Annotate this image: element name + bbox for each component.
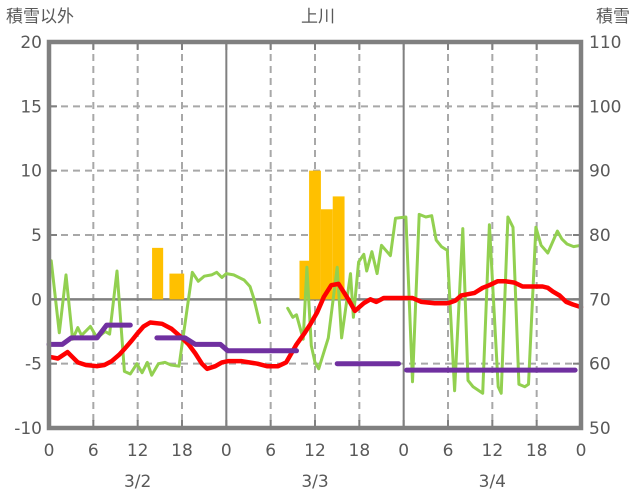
right-axis-title: 積雪 <box>596 7 630 27</box>
y-left-label: 15 <box>20 97 42 117</box>
left-axis-title: 積雪以外 <box>6 7 74 27</box>
chart-title: 上川 <box>301 7 335 27</box>
y-right-label: 50 <box>589 419 611 439</box>
y-left-label: -5 <box>25 355 42 375</box>
x-hour-label: 18 <box>171 441 193 461</box>
x-hour-label: 12 <box>304 441 326 461</box>
green-line <box>286 212 583 395</box>
orange-bar <box>332 196 345 300</box>
x-hour-label: 12 <box>482 441 504 461</box>
x-hour-label: 18 <box>349 441 371 461</box>
x-hour-label: 0 <box>44 441 55 461</box>
y-right-label: 90 <box>589 162 611 182</box>
y-right-label: 60 <box>589 355 611 375</box>
y-right-label: 110 <box>589 33 621 53</box>
x-hour-label: 6 <box>443 441 454 461</box>
green-line <box>49 259 262 377</box>
y-left-label: -10 <box>14 419 42 439</box>
chart-header: 積雪以外 上川 積雪 <box>0 5 636 29</box>
x-hour-label: 0 <box>221 441 232 461</box>
purple-line <box>154 335 299 354</box>
x-date-label: 3/3 <box>301 472 328 492</box>
y-right-label: 100 <box>589 97 621 117</box>
orange-bar <box>309 170 321 300</box>
y-left-label: 10 <box>20 162 42 182</box>
purple-line <box>46 322 133 347</box>
y-left-label: 5 <box>31 226 42 246</box>
orange-bar <box>320 209 333 300</box>
orange-bar <box>299 260 310 300</box>
y-left-label: 0 <box>31 290 42 310</box>
y-right-label: 80 <box>589 226 611 246</box>
y-right-label: 70 <box>589 290 611 310</box>
y-left-label: 20 <box>20 33 42 53</box>
x-date-label: 3/2 <box>124 472 151 492</box>
x-date-label: 3/4 <box>479 472 506 492</box>
x-hour-label: 6 <box>88 441 99 461</box>
x-hour-label: 6 <box>265 441 276 461</box>
orange-bar <box>169 273 185 300</box>
x-hour-label: 12 <box>127 441 149 461</box>
x-hour-label: 18 <box>526 441 548 461</box>
x-hour-label: 0 <box>398 441 409 461</box>
plot-border <box>46 39 584 431</box>
x-hour-label: 0 <box>576 441 587 461</box>
orange-bar <box>152 247 164 300</box>
red-line <box>48 279 584 372</box>
